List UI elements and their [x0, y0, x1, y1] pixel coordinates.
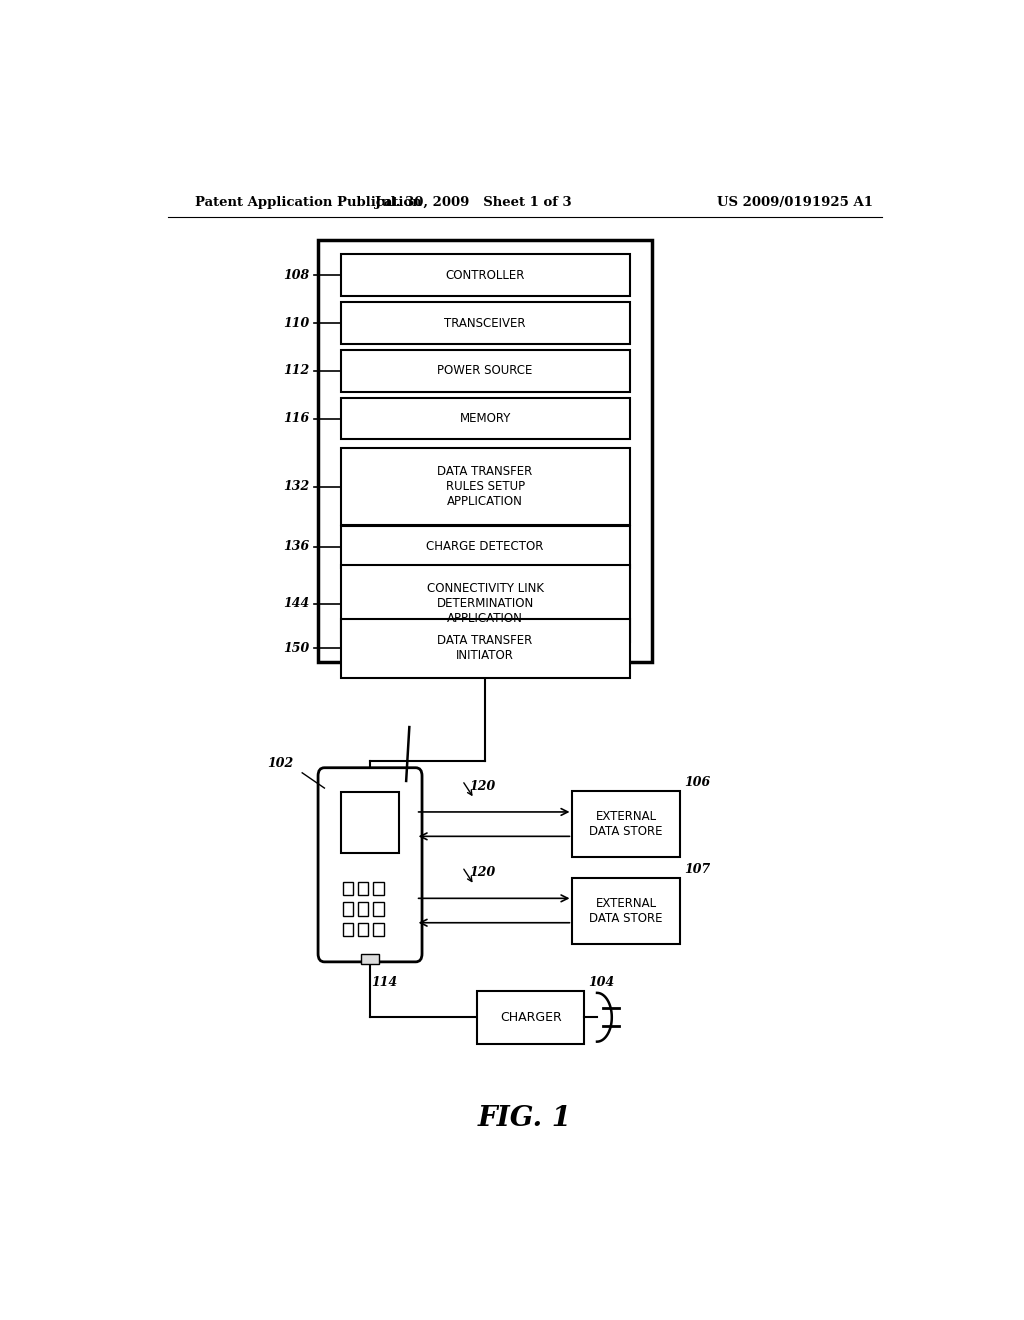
- Text: POWER SOURCE: POWER SOURCE: [437, 364, 532, 378]
- Text: 110: 110: [284, 317, 309, 330]
- Text: DATA TRANSFER
RULES SETUP
APPLICATION: DATA TRANSFER RULES SETUP APPLICATION: [437, 465, 532, 508]
- Text: 112: 112: [284, 364, 309, 378]
- Text: EXTERNAL
DATA STORE: EXTERNAL DATA STORE: [589, 810, 663, 838]
- Bar: [341, 619, 630, 677]
- Text: 150: 150: [284, 642, 309, 655]
- Bar: [343, 903, 353, 916]
- Bar: [572, 878, 680, 944]
- Text: 120: 120: [469, 866, 496, 879]
- Bar: [343, 882, 353, 895]
- Text: 108: 108: [284, 269, 309, 281]
- Bar: [361, 954, 379, 964]
- Text: CONTROLLER: CONTROLLER: [445, 269, 525, 281]
- Text: CONNECTIVITY LINK
DETERMINATION
APPLICATION: CONNECTIVITY LINK DETERMINATION APPLICAT…: [427, 582, 544, 626]
- Bar: [341, 350, 630, 392]
- Text: 107: 107: [684, 863, 711, 876]
- Bar: [358, 903, 369, 916]
- Bar: [341, 302, 630, 345]
- Bar: [343, 923, 353, 936]
- Bar: [373, 903, 384, 916]
- Text: DATA TRANSFER
INITIATOR: DATA TRANSFER INITIATOR: [437, 635, 532, 663]
- FancyBboxPatch shape: [318, 768, 422, 962]
- Text: TRANSCEIVER: TRANSCEIVER: [444, 317, 526, 330]
- Text: 120: 120: [469, 780, 496, 793]
- Text: Patent Application Publication: Patent Application Publication: [196, 195, 422, 209]
- Bar: [341, 525, 630, 568]
- Bar: [341, 792, 398, 853]
- Bar: [572, 791, 680, 857]
- Text: 116: 116: [284, 412, 309, 425]
- Text: 102: 102: [267, 758, 294, 770]
- Bar: [341, 255, 630, 296]
- Bar: [318, 240, 651, 661]
- Bar: [373, 882, 384, 895]
- Bar: [341, 447, 630, 525]
- Text: 136: 136: [284, 540, 309, 553]
- Text: Jul. 30, 2009   Sheet 1 of 3: Jul. 30, 2009 Sheet 1 of 3: [375, 195, 571, 209]
- Bar: [358, 923, 369, 936]
- Bar: [341, 565, 630, 643]
- Text: 114: 114: [372, 975, 397, 989]
- Bar: [358, 882, 369, 895]
- Bar: [477, 991, 585, 1044]
- Text: CHARGE DETECTOR: CHARGE DETECTOR: [426, 540, 544, 553]
- Bar: [341, 397, 630, 440]
- Text: 144: 144: [284, 597, 309, 610]
- Text: EXTERNAL
DATA STORE: EXTERNAL DATA STORE: [589, 896, 663, 924]
- Text: 104: 104: [588, 977, 614, 989]
- Text: US 2009/0191925 A1: US 2009/0191925 A1: [717, 195, 872, 209]
- Text: 132: 132: [284, 480, 309, 494]
- Text: MEMORY: MEMORY: [460, 412, 511, 425]
- Text: FIG. 1: FIG. 1: [478, 1105, 571, 1133]
- Bar: [373, 923, 384, 936]
- Text: 106: 106: [684, 776, 711, 789]
- Text: CHARGER: CHARGER: [500, 1011, 561, 1024]
